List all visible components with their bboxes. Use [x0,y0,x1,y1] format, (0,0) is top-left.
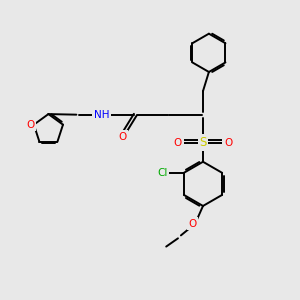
Text: O: O [174,138,182,148]
Text: O: O [26,120,34,130]
Text: O: O [189,219,197,229]
Text: S: S [199,136,207,149]
Text: O: O [118,132,126,142]
Text: Cl: Cl [157,168,168,178]
Text: NH: NH [94,110,109,120]
Text: O: O [224,138,232,148]
